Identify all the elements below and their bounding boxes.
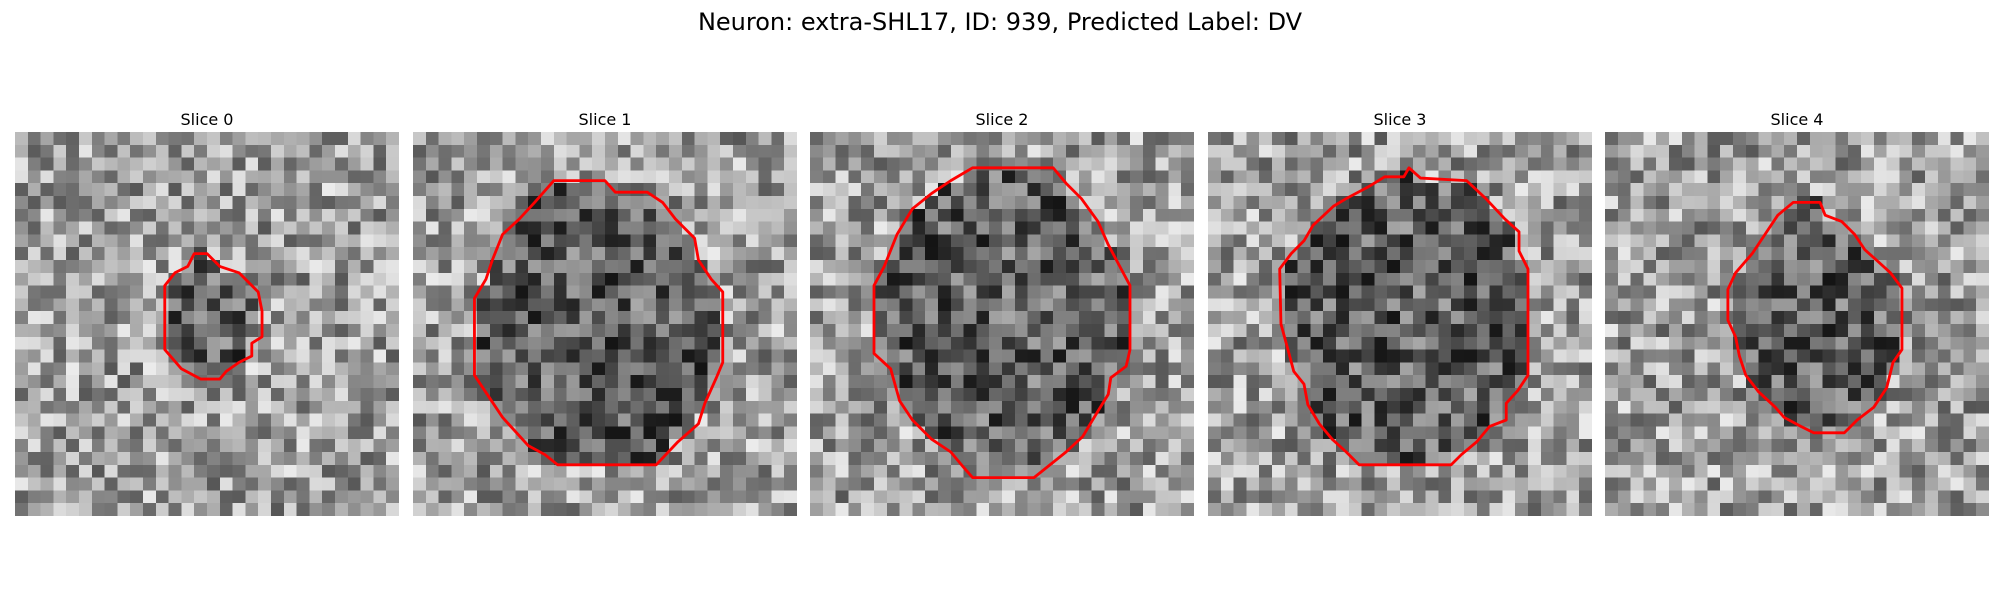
slice-title: Slice 3 (1373, 110, 1427, 129)
slice-title: Slice 4 (1770, 110, 1824, 129)
segmentation-contour (1726, 200, 1904, 435)
slice-panel-0: Slice 0 (15, 110, 399, 516)
slice-image (413, 132, 797, 516)
segmentation-contour (473, 179, 725, 467)
segmentation-contour (163, 252, 264, 381)
slice-panel-3: Slice 3 (1208, 110, 1592, 516)
slice-image (15, 132, 399, 516)
segmentation-contour (872, 166, 1132, 480)
figure-title: Neuron: extra-SHL17, ID: 939, Predicted … (697, 8, 1303, 36)
slice-panel-1: Slice 1 (413, 110, 797, 516)
slice-title: Slice 1 (578, 110, 632, 129)
slice-image (810, 132, 1194, 516)
slice-image (1605, 132, 1989, 516)
slice-panel-2: Slice 2 (810, 110, 1194, 516)
segmentation-contour (1278, 166, 1530, 467)
slice-title: Slice 0 (180, 110, 234, 129)
slice-title: Slice 2 (975, 110, 1029, 129)
slice-image (1208, 132, 1592, 516)
slice-panel-4: Slice 4 (1605, 110, 1989, 516)
